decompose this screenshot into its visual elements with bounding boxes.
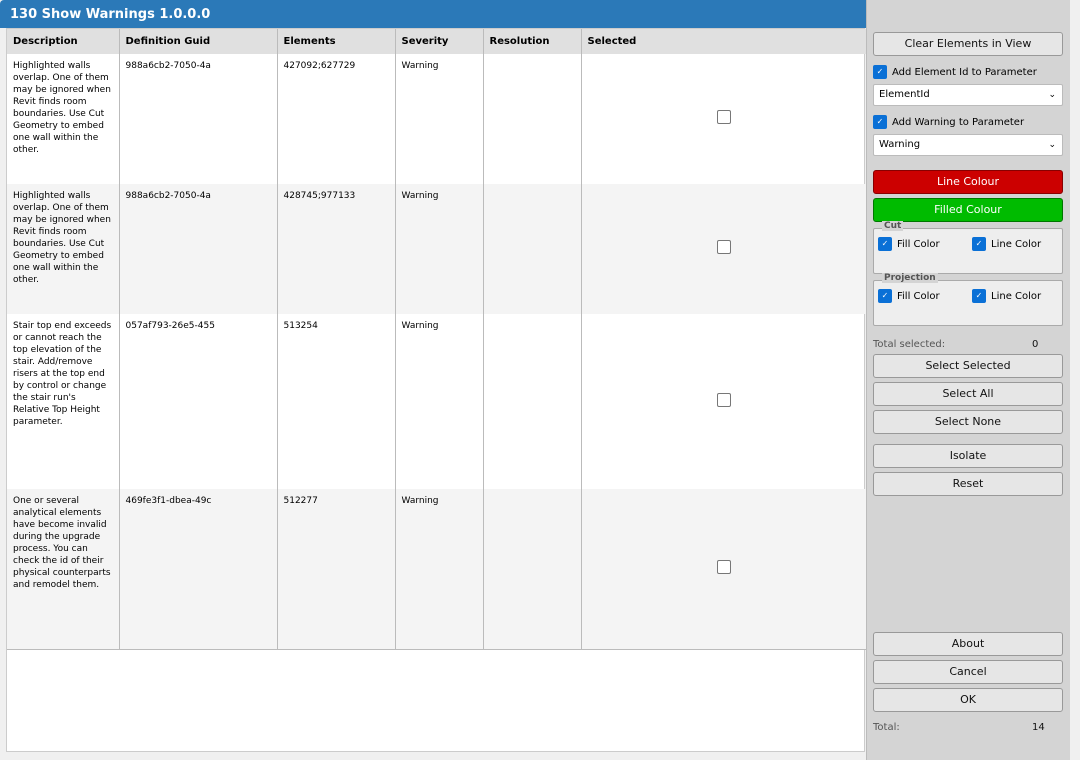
cut-label: Cut [882,221,904,231]
checkmark-icon: ✓ [873,115,887,129]
elements-cell: 512277 [277,489,396,649]
warnings-table: Description Definition Guid Elements Sev… [6,28,867,752]
description-cell: Highlighted walls overlap. One of them m… [7,54,120,184]
element-param-select[interactable]: ElementId ⌄ [873,84,1063,106]
guid-cell: 057af793-26e5-455 [119,314,278,489]
cut-group: Cut ✓ Fill Color ✓ Line Color [873,221,1063,274]
line-color-label: Line Color [991,238,1042,250]
guid-cell: 988a6cb2-7050-4a [119,184,278,314]
cut-fill-checkbox[interactable]: ✓ Fill Color [878,237,940,251]
column-selected[interactable]: Selected [581,29,867,54]
select-selected-button[interactable]: Select Selected [873,354,1063,378]
ok-button[interactable]: OK [873,688,1063,712]
table-row[interactable]: One or several analytical elements have … [7,489,867,649]
description-cell: Highlighted walls overlap. One of them m… [7,184,120,314]
add-warning-label: Add Warning to Parameter [892,116,1025,128]
column-elements[interactable]: Elements [277,29,396,54]
elements-cell: 428745;977133 [277,184,396,314]
resolution-cell [483,54,582,184]
column-guid[interactable]: Definition Guid [119,29,278,54]
severity-cell: Warning [395,489,484,649]
checkmark-icon: ✓ [972,289,986,303]
column-description[interactable]: Description [7,29,120,54]
guid-cell: 988a6cb2-7050-4a [119,54,278,184]
severity-cell: Warning [395,184,484,314]
row-select-checkbox[interactable] [716,240,731,254]
checkmark-icon: ✓ [878,237,892,251]
about-button[interactable]: About [873,632,1063,656]
cut-line-checkbox[interactable]: ✓ Line Color [972,237,1041,251]
row-select-checkbox[interactable] [716,392,731,407]
elements-cell: 513254 [277,314,396,489]
table-row[interactable]: Stair top end exceeds or cannot reach th… [7,314,867,489]
isolate-button[interactable]: Isolate [873,444,1063,468]
resolution-cell [483,184,582,314]
select-all-button[interactable]: Select All [873,382,1063,406]
total-label: Total: [873,722,900,733]
total-selected-label: Total selected: [873,339,946,350]
resolution-cell [483,314,582,489]
severity-cell: Warning [395,314,484,489]
checkmark-icon: ✓ [873,65,887,79]
projection-group: Projection ✓ Fill Color ✓ Line Color [873,273,1063,326]
select-none-button[interactable]: Select None [873,410,1063,434]
line-colour-button[interactable]: Line Colour [873,170,1063,194]
chevron-down-icon: ⌄ [1048,140,1056,150]
cancel-button[interactable]: Cancel [873,660,1063,684]
total-value: 14 [1032,722,1045,733]
resolution-cell [483,489,582,649]
line-color-label: Line Color [991,290,1042,302]
checkmark-icon: ✓ [972,237,986,251]
row-select-checkbox[interactable] [716,559,731,574]
checkmark-icon: ✓ [878,289,892,303]
projection-line-checkbox[interactable]: ✓ Line Color [972,289,1041,303]
description-cell: One or several analytical elements have … [7,489,120,649]
total-selected-value: 0 [1032,339,1039,350]
add-element-id-label: Add Element Id to Parameter [892,66,1037,78]
column-severity[interactable]: Severity [395,29,484,54]
warning-param-value: Warning [879,139,921,150]
projection-fill-checkbox[interactable]: ✓ Fill Color [878,289,940,303]
clear-elements-button[interactable]: Clear Elements in View [873,32,1063,56]
guid-cell: 469fe3f1-dbea-49c [119,489,278,649]
element-param-value: ElementId [879,89,930,100]
projection-label: Projection [882,273,938,283]
chevron-down-icon: ⌄ [1048,90,1056,100]
fill-color-label: Fill Color [897,290,940,302]
warning-param-select[interactable]: Warning ⌄ [873,134,1063,156]
table-row[interactable]: Highlighted walls overlap. One of them m… [7,184,867,314]
fill-color-label: Fill Color [897,238,940,250]
row-select-checkbox[interactable] [716,110,731,124]
column-resolution[interactable]: Resolution [483,29,582,54]
elements-cell: 427092;627729 [277,54,396,184]
add-warning-checkbox[interactable]: ✓ Add Warning to Parameter [873,115,1024,129]
table-row[interactable]: Highlighted walls overlap. One of them m… [7,54,867,184]
description-cell: Stair top end exceeds or cannot reach th… [7,314,120,489]
severity-cell: Warning [395,54,484,184]
reset-button[interactable]: Reset [873,472,1063,496]
filled-colour-button[interactable]: Filled Colour [873,198,1063,222]
add-element-id-checkbox[interactable]: ✓ Add Element Id to Parameter [873,65,1037,79]
options-panel: Clear Elements in View ✓ Add Element Id t… [866,0,1070,760]
